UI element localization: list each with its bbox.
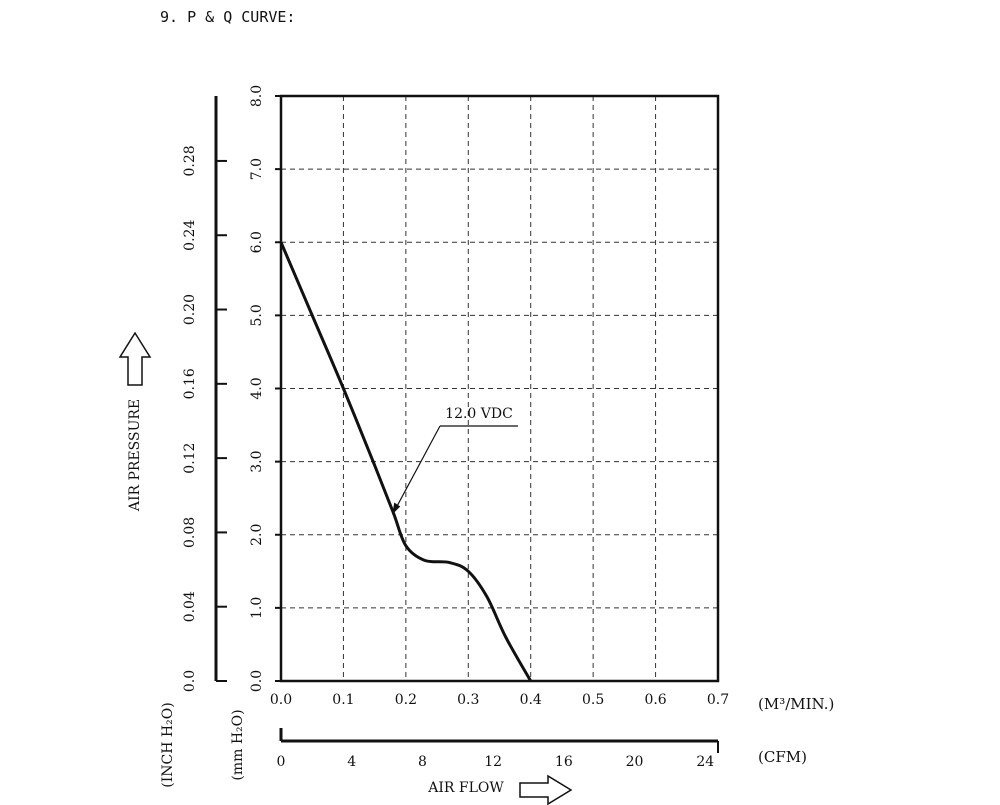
mm-h2o-tick-label: 6.0	[249, 231, 265, 253]
inch-h2o-tick-label: 0.20	[182, 294, 198, 325]
cfm-tick-label: 0	[277, 754, 286, 770]
annotation-label: 12.0 VDC	[445, 406, 513, 422]
cfm-tick-label: 4	[347, 754, 356, 770]
mm-h2o-tick-label: 3.0	[249, 450, 265, 472]
cfm-unit-label: (CFM)	[758, 748, 807, 766]
y-axis-title: AIR PRESSURE	[127, 399, 143, 512]
inch-h2o-unit-label: (INCH H₂O)	[160, 702, 176, 787]
m3-min-tick-label: 0.2	[395, 692, 417, 708]
m3-min-tick-label: 0.0	[270, 692, 292, 708]
page-heading: 9. P & Q CURVE:	[160, 8, 296, 26]
mm-h2o-tick-label: 5.0	[249, 304, 265, 326]
inch-h2o-tick-label: 0.12	[182, 443, 198, 474]
m3-min-tick-label: 0.4	[520, 692, 542, 708]
m3-min-tick-label: 0.7	[707, 692, 729, 708]
x-axis-arrow-icon	[519, 774, 573, 805]
cfm-tick-label: 24	[696, 754, 714, 770]
mm-h2o-tick-label: 0.0	[249, 670, 265, 692]
m3-min-tick-label: 0.1	[332, 692, 354, 708]
x-axis-title: AIR FLOW	[427, 780, 504, 796]
mm-h2o-tick-label: 7.0	[249, 158, 265, 180]
inch-h2o-tick-label: 0.04	[182, 591, 198, 622]
pq-curve-line	[279, 241, 533, 682]
mm-h2o-tick-label: 8.0	[249, 85, 265, 107]
m3-min-unit-label: (M³/MIN.)	[758, 695, 834, 713]
annotation-arrowhead	[392, 502, 401, 515]
y-axis-arrow-icon	[118, 331, 152, 386]
m3-min-tick-label: 0.3	[457, 692, 479, 708]
inch-h2o-tick-label: 0.16	[182, 368, 198, 399]
mm-h2o-tick-label: 1.0	[249, 597, 265, 619]
inch-h2o-tick-label: 0.0	[182, 670, 198, 692]
mm-h2o-unit-label: (mm H₂O)	[230, 709, 246, 780]
cfm-tick-label: 8	[418, 754, 427, 770]
m3-min-tick-label: 0.5	[582, 692, 604, 708]
cfm-tick-label: 16	[555, 754, 573, 770]
m3-min-tick-label: 0.6	[644, 692, 666, 708]
inch-h2o-tick-label: 0.08	[182, 517, 198, 548]
inch-h2o-tick-label: 0.24	[182, 220, 198, 251]
cfm-tick-label: 20	[626, 754, 644, 770]
mm-h2o-tick-label: 2.0	[249, 524, 265, 546]
annotation-leader-line	[394, 425, 441, 510]
cfm-tick-label: 12	[484, 754, 502, 770]
inch-h2o-tick-label: 0.28	[182, 145, 198, 176]
mm-h2o-tick-label: 4.0	[249, 377, 265, 399]
